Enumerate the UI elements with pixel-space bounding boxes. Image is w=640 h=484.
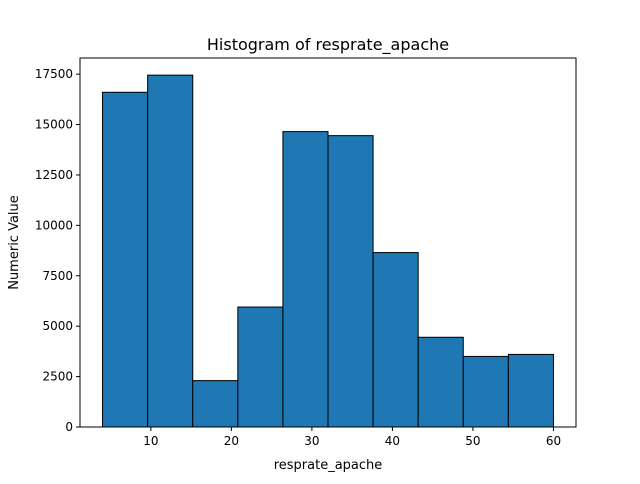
histogram-bar bbox=[282, 131, 329, 428]
y-axis-ticks: 0 2500 5000 7500 10000 12500 15000 17500 bbox=[35, 67, 80, 434]
x-tick-label: 20 bbox=[224, 434, 239, 448]
y-tick-label: 5000 bbox=[42, 319, 73, 333]
histogram-bar bbox=[327, 135, 374, 428]
histogram-bar bbox=[102, 91, 149, 428]
x-axis-label: resprate_apache bbox=[274, 458, 383, 473]
y-tick-label: 0 bbox=[65, 420, 73, 434]
histogram-bar bbox=[147, 74, 194, 428]
x-tick-label: 30 bbox=[304, 434, 319, 448]
axes-frame bbox=[79, 57, 577, 428]
y-axis-label: Numeric Value bbox=[7, 195, 22, 290]
x-axis-ticks: 10 20 30 40 50 60 bbox=[143, 427, 561, 448]
chart-title: Histogram of resprate_apache bbox=[207, 35, 449, 55]
y-tick-label: 10000 bbox=[35, 218, 73, 232]
histogram-bar bbox=[237, 306, 284, 428]
x-tick-label: 40 bbox=[385, 434, 400, 448]
bars-group bbox=[102, 74, 554, 428]
y-tick-label: 15000 bbox=[35, 118, 73, 132]
x-tick-label: 60 bbox=[546, 434, 561, 448]
histogram-bar bbox=[507, 353, 554, 428]
histogram-bar bbox=[372, 252, 419, 428]
histogram-bar bbox=[417, 336, 464, 428]
x-tick-label: 10 bbox=[143, 434, 158, 448]
x-tick-label: 50 bbox=[465, 434, 480, 448]
histogram-bar bbox=[462, 355, 509, 428]
y-tick-label: 12500 bbox=[35, 168, 73, 182]
histogram-bar bbox=[192, 380, 239, 428]
y-tick-label: 2500 bbox=[42, 370, 73, 384]
y-tick-label: 17500 bbox=[35, 67, 73, 81]
y-tick-label: 7500 bbox=[42, 269, 73, 283]
